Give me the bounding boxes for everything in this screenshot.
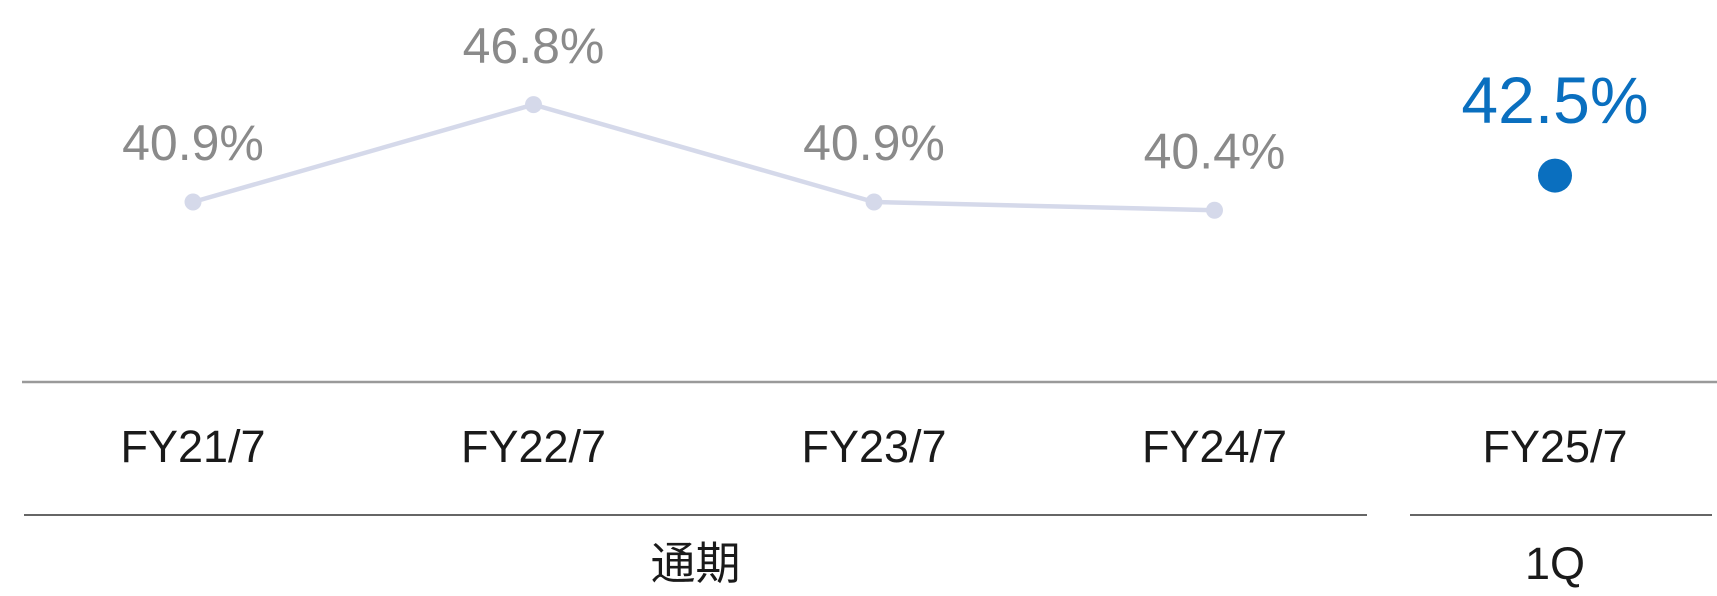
data-label: 40.9%: [122, 115, 264, 171]
data-point: [525, 96, 542, 114]
group-label: 1Q: [1525, 538, 1585, 589]
series-line: [192, 102, 1215, 213]
x-tick-label: FY23/7: [801, 421, 946, 472]
x-tick-label: FY25/7: [1482, 421, 1627, 472]
data-label: 40.4%: [1144, 123, 1286, 179]
data-point: [1206, 201, 1223, 219]
data-label: 42.5%: [1461, 63, 1648, 137]
group-label: 通期: [650, 538, 740, 589]
x-tick-label: FY22/7: [461, 421, 606, 472]
data-point: [865, 193, 883, 211]
data-label: 40.9%: [803, 115, 945, 171]
data-label: 46.8%: [463, 18, 605, 74]
x-tick-label: FY21/7: [120, 421, 265, 472]
data-point: [1538, 158, 1572, 193]
x-tick-label: FY24/7: [1142, 421, 1287, 472]
data-point: [184, 193, 202, 211]
